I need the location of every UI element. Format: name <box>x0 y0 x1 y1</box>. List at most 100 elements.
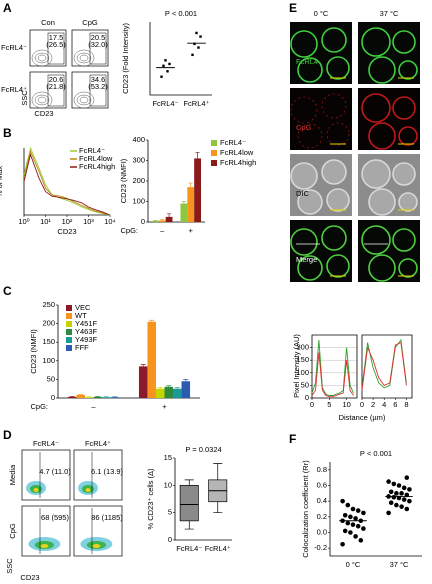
y-axis-label: % CD23⁺ cells (Δ) <box>146 468 155 530</box>
x-axis-label: CD23 <box>57 227 76 236</box>
legend-swatch <box>66 329 72 335</box>
panel-letter: D <box>3 428 12 442</box>
legend-label: FcRL4low <box>220 148 254 157</box>
data-point <box>193 42 196 46</box>
cell <box>290 162 318 190</box>
cell <box>326 254 350 278</box>
contour <box>76 52 92 64</box>
cell <box>392 30 416 54</box>
cell <box>368 56 396 84</box>
error-bar <box>174 387 180 389</box>
legend-swatch <box>211 160 217 166</box>
data-point <box>353 516 358 521</box>
cell <box>398 258 418 278</box>
y-tick-label: 0.4 <box>317 496 327 505</box>
legend-swatch <box>66 321 72 327</box>
cell <box>297 57 323 83</box>
legend-swatch <box>66 345 72 351</box>
gate <box>47 32 65 65</box>
data-point <box>340 498 345 504</box>
x-tick-label: 37 °C <box>390 560 409 569</box>
data-point <box>345 502 351 508</box>
contour <box>76 94 92 106</box>
y-tick-label: 0 <box>305 393 309 402</box>
data-point <box>342 512 348 518</box>
legend-label: VEC <box>75 303 91 312</box>
y-tick-label: 0 <box>51 393 55 402</box>
error-bar <box>195 151 200 159</box>
y-tick-label: 100 <box>42 356 55 365</box>
data-point <box>197 46 200 49</box>
series-line <box>361 338 407 389</box>
x-tick-label: 10¹ <box>40 217 51 226</box>
y-tick-label: 150 <box>42 337 55 346</box>
data-point <box>391 494 397 500</box>
contour <box>34 52 50 64</box>
y-axis-label: % of Max <box>0 166 4 198</box>
bar <box>147 321 156 398</box>
y-tick-label: 0.0 <box>317 527 327 536</box>
cell <box>368 188 396 216</box>
gate <box>89 32 107 65</box>
y-tick-label: 5 <box>168 508 172 517</box>
group-label: CpG: <box>30 402 48 411</box>
legend-swatch <box>211 150 217 156</box>
data-point <box>399 491 404 496</box>
panel-letter: C <box>3 284 12 298</box>
y-axis-label: CD23 (NMFI) <box>29 329 38 374</box>
cell <box>361 225 391 255</box>
contour <box>37 96 47 104</box>
axis <box>149 22 212 96</box>
group-label: CpG: <box>120 226 138 235</box>
series-line <box>23 149 111 216</box>
column-header: 0 °C <box>314 9 329 18</box>
legend-label: Y451F <box>75 319 98 328</box>
contour <box>34 94 50 106</box>
error-bar <box>183 379 189 382</box>
cell <box>398 60 418 80</box>
bar <box>102 397 111 398</box>
x-tick-label: + <box>162 402 167 411</box>
series-line <box>311 352 354 398</box>
cell <box>290 228 318 256</box>
x-axis-label: Distance (µm) <box>339 413 386 422</box>
y-axis-label: SSC <box>20 90 29 106</box>
y-tick-label: 100 <box>132 196 145 205</box>
x-tick-label: + <box>189 226 194 235</box>
column-header: FcRL4⁺ <box>85 439 111 448</box>
data-point <box>195 31 198 35</box>
data-point <box>350 522 356 527</box>
x-tick-label: 5 <box>327 400 331 409</box>
cell <box>321 159 347 185</box>
legend-label: FcRL4⁻ <box>79 146 105 155</box>
y-tick-label: 0.2 <box>317 512 327 521</box>
error-bar <box>160 219 165 221</box>
density <box>92 544 101 548</box>
bar <box>180 203 188 222</box>
axis <box>311 334 358 399</box>
contour <box>79 96 89 104</box>
gate-value: 17.5 <box>49 33 64 42</box>
data-point <box>342 528 348 534</box>
gate-value: (32.0) <box>88 40 108 49</box>
data-point <box>353 534 358 539</box>
bar <box>155 388 165 398</box>
data-point <box>350 506 356 512</box>
row-label: CpG <box>8 523 17 539</box>
gate-value: (26.5) <box>46 40 66 49</box>
data-point <box>394 502 399 508</box>
legend-label: WT <box>75 311 87 320</box>
y-tick-label: 0.8 <box>317 465 327 474</box>
panel-letter: A <box>3 1 12 15</box>
series-line <box>361 341 407 391</box>
bar <box>164 386 174 398</box>
x-tick-label: FcRL4⁻ <box>176 544 202 553</box>
data-point <box>348 514 353 520</box>
axis <box>361 334 413 399</box>
y-axis-label: CD23 (NMFI) <box>119 158 128 203</box>
column-header: CpG <box>82 18 98 27</box>
legend-swatch <box>66 313 72 319</box>
data-point <box>361 526 366 531</box>
cell <box>297 189 323 215</box>
contour <box>73 49 95 67</box>
